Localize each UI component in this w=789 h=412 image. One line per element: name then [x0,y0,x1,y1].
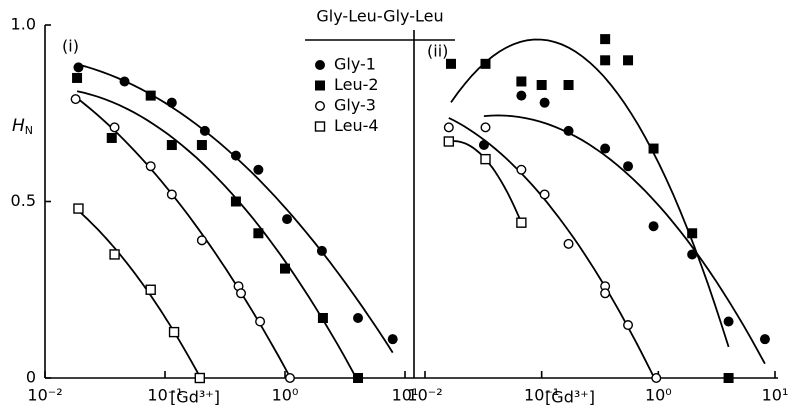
point [316,245,327,256]
point [106,132,117,143]
point [539,97,550,108]
point [516,90,527,101]
y-tick-label: 0 [26,368,36,387]
fit-curve [483,114,766,365]
point [516,76,527,87]
point [648,143,659,154]
x-tick-label: 10⁻¹ [147,386,182,405]
fit-curve [77,210,201,378]
legend-marker [314,121,326,132]
legend-label: Leu-2 [334,75,379,94]
legend-label: Leu-4 [334,116,379,135]
point [353,373,364,383]
y-axis-label: HN [12,116,33,137]
point [651,373,662,384]
point [194,372,206,384]
point [648,221,659,232]
point [445,58,456,69]
point [230,150,241,161]
point [166,189,177,200]
point [168,326,180,338]
point [623,55,634,66]
point [480,153,491,165]
point [109,249,120,260]
point [480,122,491,133]
point [199,125,210,136]
point [443,136,455,147]
point [145,284,156,295]
legend-label: Gly-3 [334,96,376,115]
fit-curve [448,140,523,224]
point [145,90,156,101]
point [600,34,611,45]
point [253,164,264,175]
x-tick-label: 10⁻² [407,386,442,405]
y-axis-label-main: H [12,116,25,136]
x-tick-label: 10¹ [392,386,419,405]
point [166,97,177,108]
point [480,58,491,69]
point [563,238,574,249]
x-tick-label: 10⁻¹ [524,386,559,405]
point [687,249,698,260]
point [623,320,634,331]
point [563,80,574,91]
point [536,80,547,91]
y-axis-label-sub: N [25,124,33,137]
legend-label: Gly-1 [334,55,376,74]
point [317,312,328,323]
x-tick-label: 10⁰ [272,386,299,405]
point [687,228,698,239]
point [623,161,634,172]
legend-marker [315,100,326,111]
x-axis-label: [Gd³⁺] [545,388,595,407]
point [109,122,120,133]
point [759,334,770,345]
point [73,62,84,73]
point [196,140,207,151]
point [230,196,241,207]
point [723,373,734,383]
point [723,316,734,327]
legend-marker [315,80,325,91]
chart-title: Gly-Leu-Gly-Leu [316,7,443,26]
x-tick-label: 10⁰ [645,386,672,405]
point [600,55,611,66]
fit-curve [450,38,730,348]
x-tick-label: 10⁻² [27,386,62,405]
point [600,143,611,154]
point [539,189,550,200]
point [353,312,364,323]
point [443,122,454,133]
point [253,228,264,239]
point [70,94,81,105]
point [166,140,177,151]
point [516,164,527,175]
point [73,203,84,214]
point [600,288,611,299]
panel-label: (ii) [427,42,448,61]
point [516,217,527,228]
point [196,235,207,246]
x-tick-label: 10¹ [762,386,789,405]
fit-curve [448,117,658,383]
point [563,125,574,136]
point [282,214,293,225]
point [145,161,156,172]
point [236,288,247,299]
y-tick-label: 1.0 [11,15,36,34]
point [255,316,266,327]
point [387,334,398,345]
panel-label: (i) [62,37,79,56]
point [284,373,295,384]
point [72,72,83,83]
y-tick-label: 0.5 [11,191,36,210]
x-axis-label: [Gd³⁺] [170,388,220,407]
legend-marker [315,60,325,70]
point [280,263,290,274]
point [119,76,130,87]
fit-curve [76,90,359,382]
